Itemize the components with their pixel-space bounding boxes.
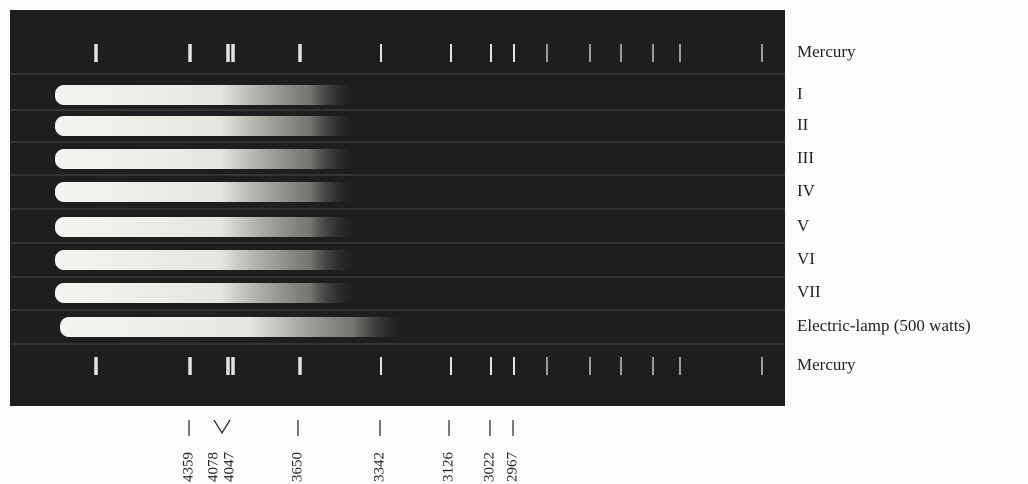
photographic-plate xyxy=(10,10,785,406)
spectrum-band xyxy=(55,283,355,303)
spectrum-band xyxy=(55,250,355,270)
mercury-line xyxy=(652,44,654,62)
mercury-line xyxy=(226,44,230,62)
mercury-line xyxy=(490,357,492,375)
mercury-line xyxy=(546,357,548,375)
mercury-line xyxy=(652,357,654,375)
wavelength-label: 4078 xyxy=(205,452,221,482)
mercury-line xyxy=(450,44,452,62)
mercury-line xyxy=(94,44,98,62)
mercury-line xyxy=(231,44,235,62)
strip-label: II xyxy=(797,115,809,134)
mercury-line xyxy=(679,357,681,375)
spectrum-band xyxy=(60,317,405,337)
wavelength-label: 2967 xyxy=(504,452,520,483)
mercury-line xyxy=(589,44,591,62)
wavelength-bracket xyxy=(213,419,231,435)
strip-label: Mercury xyxy=(797,42,856,61)
spectrum-band xyxy=(55,182,355,202)
strip-label: VI xyxy=(797,249,815,268)
mercury-line xyxy=(620,357,622,375)
mercury-line xyxy=(380,44,382,62)
spectrum-band xyxy=(55,217,355,237)
mercury-line xyxy=(679,44,681,62)
mercury-line xyxy=(298,357,302,375)
mercury-line xyxy=(761,357,763,375)
wavelength-label: 3650 xyxy=(289,452,305,482)
strip-label: Electric-lamp (500 watts) xyxy=(797,316,971,335)
mercury-line xyxy=(490,44,492,62)
strip-label: Mercury xyxy=(797,355,856,374)
spectrum-band xyxy=(55,149,355,169)
mercury-line xyxy=(94,357,98,375)
spectrum-band xyxy=(55,85,355,105)
mercury-line xyxy=(226,357,230,375)
mercury-line xyxy=(450,357,452,375)
strip-label: IV xyxy=(797,181,816,200)
strip-label: III xyxy=(797,148,814,167)
mercury-line xyxy=(231,357,235,375)
wavelength-label: 4359 xyxy=(180,452,196,482)
mercury-line xyxy=(188,44,192,62)
mercury-line xyxy=(620,44,622,62)
mercury-line xyxy=(188,357,192,375)
mercury-line xyxy=(589,357,591,375)
mercury-line xyxy=(761,44,763,62)
strip-label: VII xyxy=(797,282,821,301)
strip-label: V xyxy=(797,216,810,235)
mercury-line xyxy=(513,44,515,62)
mercury-line xyxy=(298,44,302,62)
wavelength-label: 3342 xyxy=(371,452,387,482)
wavelength-label: 4047 xyxy=(221,452,237,483)
spectrum-band xyxy=(55,116,355,136)
strip-label: I xyxy=(797,84,803,103)
mercury-line xyxy=(513,357,515,375)
mercury-line xyxy=(380,357,382,375)
wavelength-label: 3022 xyxy=(481,452,497,482)
wavelength-label: 3126 xyxy=(440,452,456,483)
mercury-line xyxy=(546,44,548,62)
